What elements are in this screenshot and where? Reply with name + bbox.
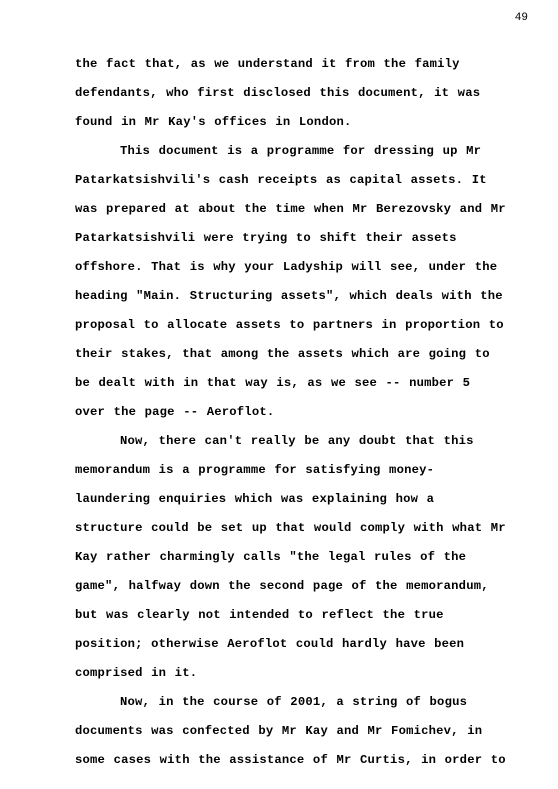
paragraph: the fact that, as we understand it from …	[75, 50, 508, 137]
paragraph: Now, in the course of 2001, a string of …	[75, 688, 508, 775]
paragraph: This document is a programme for dressin…	[75, 137, 508, 427]
body-text: the fact that, as we understand it from …	[75, 50, 508, 775]
paragraph: Now, there can't really be any doubt tha…	[75, 427, 508, 688]
document-page: 49 the fact that, as we understand it fr…	[0, 0, 558, 789]
page-number: 49	[515, 12, 528, 24]
